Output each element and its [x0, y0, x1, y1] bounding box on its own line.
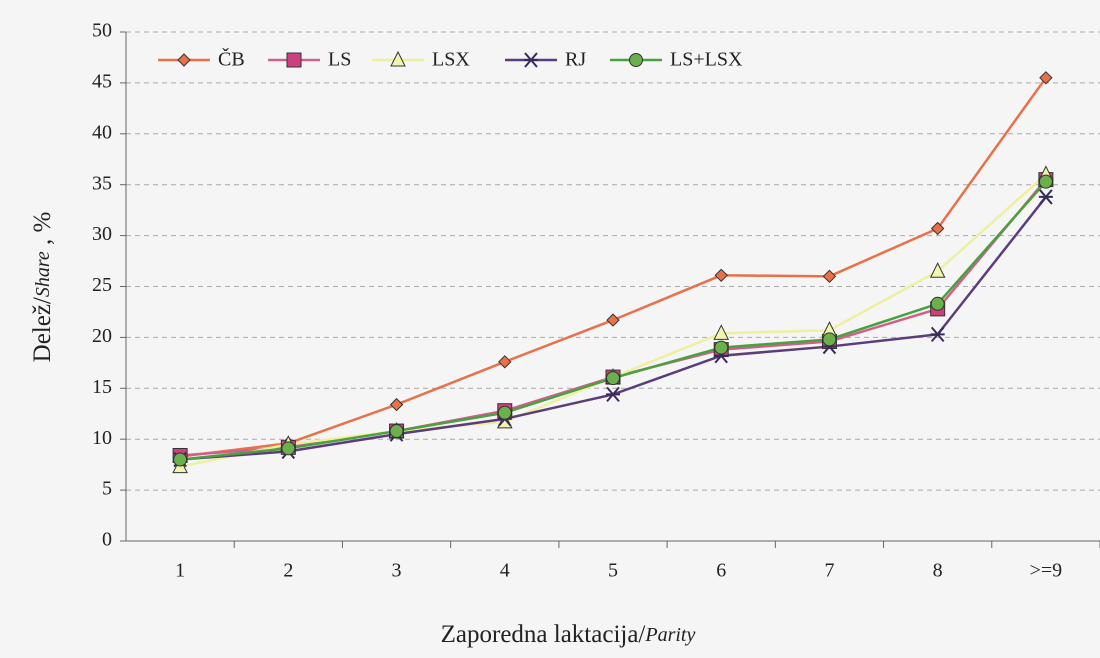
- legend-label: LS+LSX: [670, 49, 743, 71]
- data-point: [930, 326, 945, 342]
- data-point: [498, 355, 512, 369]
- x-tick-label: 5: [608, 560, 618, 582]
- data-point: [389, 424, 404, 439]
- data-point: [929, 262, 946, 278]
- y-tick-label: 0: [102, 529, 112, 551]
- data-point: [1039, 71, 1053, 85]
- legend-marker: [629, 53, 643, 67]
- y-tick-label: 25: [92, 274, 112, 296]
- legend-label: LS: [328, 49, 351, 71]
- x-tick-label: 1: [175, 560, 185, 582]
- y-tick-label: 20: [92, 325, 112, 347]
- y-label-suffix: , %: [29, 212, 56, 252]
- legend-label: ČB: [218, 47, 245, 71]
- series-line: [179, 77, 1047, 458]
- data-point: [606, 386, 620, 403]
- x-tick-label: 4: [500, 560, 510, 582]
- y-axis-label: Delež/Share , %: [29, 212, 56, 363]
- data-point: [281, 441, 296, 456]
- legend-label: RJ: [565, 49, 586, 71]
- y-tick-label: 15: [92, 376, 112, 398]
- y-tick-label: 10: [92, 427, 112, 449]
- x-tick-label: 8: [933, 560, 943, 582]
- y-label-italic: Share: [32, 251, 54, 297]
- data-point: [930, 296, 945, 311]
- legend-label: LSX: [432, 49, 470, 71]
- y-tick-label: 40: [92, 121, 112, 143]
- y-label-text: Delež/: [29, 297, 56, 362]
- legend-marker: [390, 50, 406, 67]
- series-line: [180, 196, 1047, 461]
- x-tick-label: 7: [824, 560, 834, 582]
- x-tick-label: 6: [716, 560, 726, 582]
- x-tick-label: >=9: [1030, 560, 1063, 582]
- data-point: [173, 452, 188, 467]
- data-point: [606, 313, 620, 327]
- data-point: [822, 269, 837, 284]
- x-axis-label: Zaporedna laktacija/Parity: [441, 621, 696, 648]
- legend-marker: [286, 52, 302, 68]
- y-tick-label: 45: [92, 70, 112, 92]
- x-label-italic: Parity: [644, 624, 695, 646]
- data-point: [822, 332, 837, 347]
- y-tick-label: 30: [92, 223, 112, 245]
- data-point: [714, 268, 728, 283]
- x-label-text: Zaporedna laktacija/: [441, 621, 646, 648]
- data-point: [714, 340, 729, 355]
- y-tick-label: 5: [102, 478, 112, 500]
- y-tick-label: 50: [92, 20, 112, 42]
- data-point: [497, 405, 512, 420]
- data-point: [389, 397, 404, 412]
- legend-marker: [524, 52, 538, 68]
- data-point: [606, 371, 620, 386]
- data-point: [930, 221, 945, 236]
- legend-marker: [177, 53, 191, 67]
- data-point: [1038, 174, 1053, 189]
- data-point: [713, 324, 730, 340]
- data-point: [1038, 189, 1053, 205]
- y-tick-label: 35: [92, 172, 112, 194]
- x-tick-label: 2: [283, 560, 293, 582]
- x-tick-label: 3: [392, 560, 402, 582]
